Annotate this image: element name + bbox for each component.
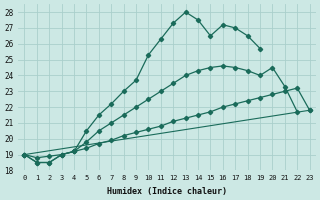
X-axis label: Humidex (Indice chaleur): Humidex (Indice chaleur): [107, 187, 227, 196]
